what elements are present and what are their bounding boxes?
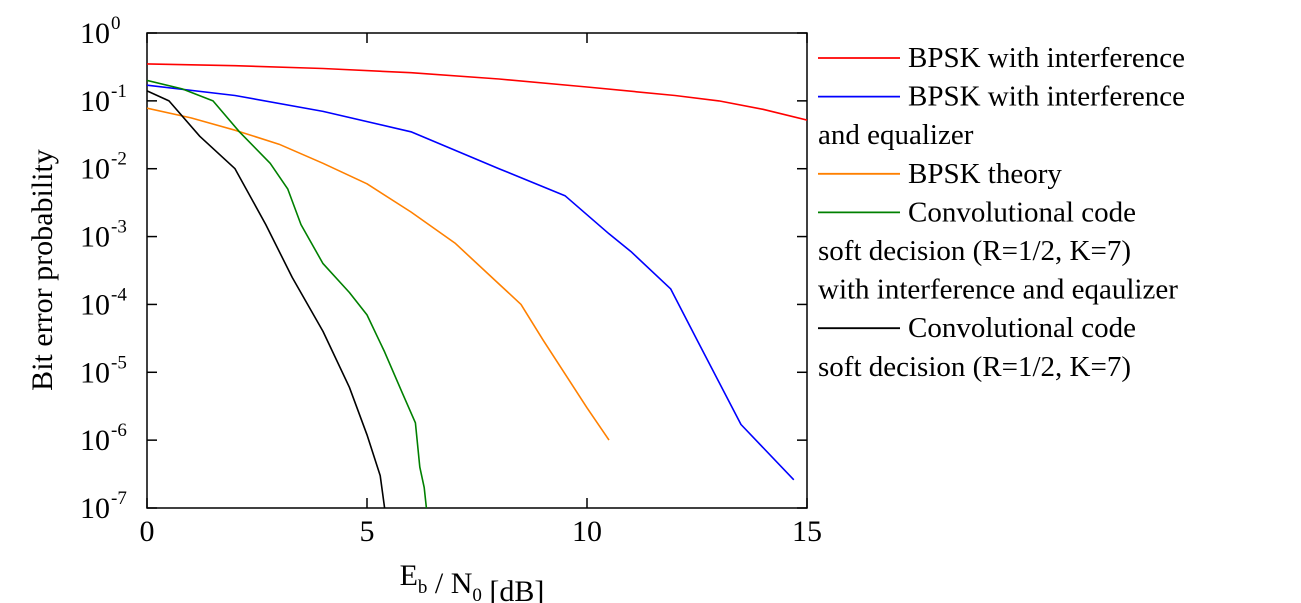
y-tick-label: 10 (80, 424, 110, 457)
legend-label-2: BPSK with interference (908, 81, 1185, 113)
series-line-5 (147, 90, 386, 508)
x-tick-label: 0 (140, 515, 155, 548)
y-tick-exponent: 0 (111, 13, 121, 34)
x-axis-title-part: / N (427, 567, 472, 600)
x-tick-label: 15 (792, 515, 822, 548)
x-axis-title-subscript: 0 (472, 585, 482, 603)
series-line-4 (147, 79, 428, 508)
x-tick-label: 10 (572, 515, 602, 548)
x-axis-title: Eb / N0 [dB] (400, 559, 545, 603)
legend-label-5: Convolutional code (908, 312, 1136, 344)
y-tick-label: 10 (80, 85, 110, 118)
plot-frame (146, 32, 808, 509)
y-tick-exponent: -1 (111, 81, 127, 102)
y-tick-label: 10 (80, 17, 110, 50)
legend-label-4: soft decision (R=1/2, K=7) (818, 235, 1131, 267)
y-tick-exponent: -5 (111, 352, 127, 373)
series-line-3 (147, 107, 610, 441)
x-tick-label: 5 (360, 515, 375, 548)
y-tick-label: 10 (80, 221, 110, 254)
plot-area (146, 32, 808, 509)
series-line-2 (147, 84, 795, 481)
y-tick-label: 10 (80, 492, 110, 525)
legend-label-4: Convolutional code (908, 196, 1136, 228)
y-axis-title: Bit error probability (26, 149, 59, 391)
legend-label-1: BPSK with interference (908, 42, 1185, 74)
x-axis-title-part: E (400, 559, 418, 592)
y-tick-exponent: -4 (111, 284, 127, 305)
legend-label-5: soft decision (R=1/2, K=7) (818, 351, 1131, 383)
y-tick-exponent: -3 (111, 217, 127, 238)
y-tick-exponent: -6 (111, 420, 127, 441)
legend: BPSK with interference BPSK with interfer… (818, 42, 1185, 383)
x-axis-title-part: [dB] (482, 575, 545, 603)
series-group (147, 63, 807, 508)
legend-label-4: with interference and eqaulizer (818, 274, 1178, 306)
y-tick-exponent: -2 (111, 149, 127, 170)
y-tick-label: 10 (80, 153, 110, 186)
legend-label-3: BPSK theory (908, 158, 1062, 190)
legend-label-2: and equalizer (818, 119, 974, 151)
series-line-1 (147, 63, 807, 121)
y-tick-exponent: -7 (111, 488, 127, 509)
y-tick-label: 10 (80, 288, 110, 321)
y-tick-label: 10 (80, 356, 110, 389)
x-axis-title-subscript: b (418, 577, 428, 598)
